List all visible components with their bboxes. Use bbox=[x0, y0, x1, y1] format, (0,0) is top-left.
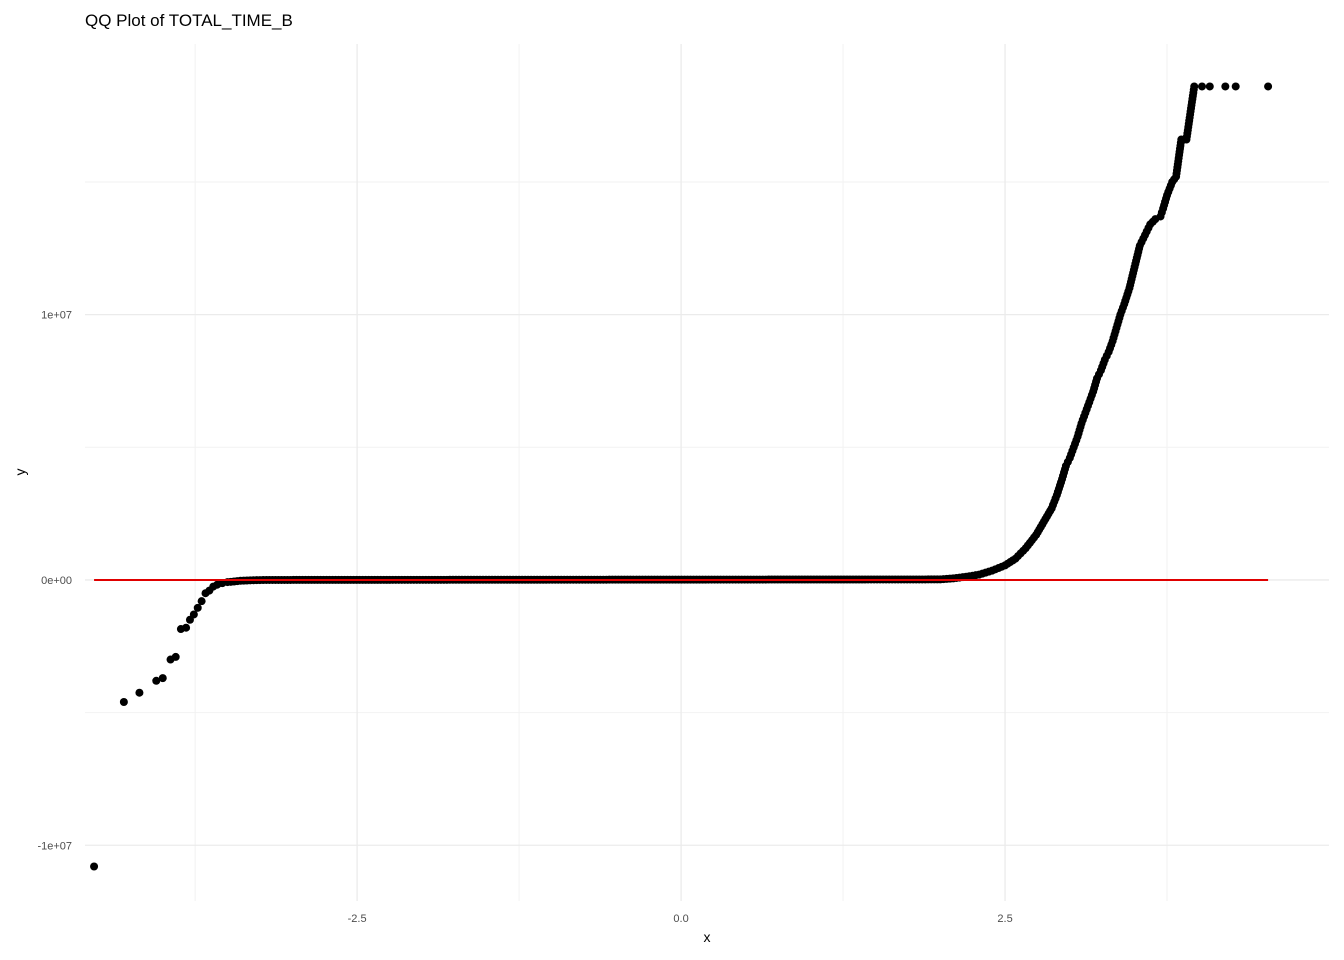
data-point bbox=[182, 624, 190, 632]
data-point bbox=[198, 597, 206, 605]
data-point bbox=[172, 653, 180, 661]
data-point bbox=[1206, 82, 1214, 90]
data-point bbox=[1221, 82, 1229, 90]
data-point bbox=[159, 674, 167, 682]
y-tick-label: 0e+00 bbox=[41, 575, 72, 587]
x-tick-label: 0.0 bbox=[673, 913, 688, 925]
data-point bbox=[135, 689, 143, 697]
y-axis-label: y bbox=[12, 469, 28, 476]
x-tick-label: -2.5 bbox=[348, 913, 367, 925]
x-tick-label: 2.5 bbox=[997, 913, 1012, 925]
y-tick-label: -1e+07 bbox=[37, 840, 72, 852]
data-point bbox=[1232, 82, 1240, 90]
data-point bbox=[120, 698, 128, 706]
data-point bbox=[1190, 82, 1198, 90]
y-tick-label: 1e+07 bbox=[41, 310, 72, 322]
data-point bbox=[90, 863, 98, 871]
data-point bbox=[1264, 82, 1272, 90]
data-point bbox=[1198, 82, 1206, 90]
chart-title: QQ Plot of TOTAL_TIME_B bbox=[85, 11, 293, 30]
x-axis-label: x bbox=[704, 929, 711, 945]
